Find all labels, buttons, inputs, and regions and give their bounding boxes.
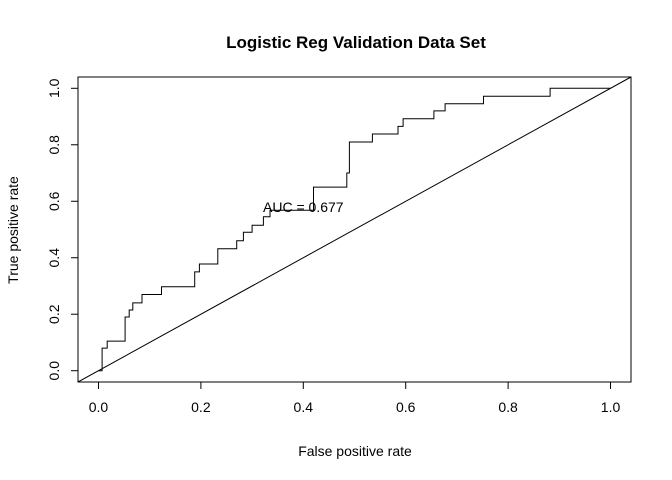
- x-tick-label: 0.6: [396, 399, 416, 415]
- auc-annotation: AUC = 0.677: [263, 199, 344, 215]
- y-tick-label: 0.4: [46, 248, 62, 268]
- y-tick-label: 0.8: [46, 135, 62, 155]
- roc-curve: [98, 87, 611, 372]
- y-axis-label: True positive rate: [5, 176, 21, 284]
- y-tick-label: 1.0: [46, 78, 62, 98]
- x-axis: 0.0 0.2 0.4 0.6 0.8 1.0: [89, 381, 621, 415]
- y-tick-label: 0.6: [46, 191, 62, 211]
- x-tick-label: 0.4: [294, 399, 314, 415]
- x-tick-label: 0.2: [191, 399, 211, 415]
- x-tick-label: 0.8: [498, 399, 518, 415]
- y-tick-label: 0.2: [46, 304, 62, 324]
- y-axis: 0.0 0.2 0.4 0.6 0.8 1.0: [46, 78, 79, 381]
- x-axis-label: False positive rate: [298, 443, 412, 459]
- y-tick-label: 0.0: [46, 361, 62, 381]
- diagonal-reference-line: [77, 76, 632, 383]
- chart-title: Logistic Reg Validation Data Set: [226, 33, 486, 52]
- x-tick-label: 1.0: [601, 399, 621, 415]
- x-tick-label: 0.0: [89, 399, 109, 415]
